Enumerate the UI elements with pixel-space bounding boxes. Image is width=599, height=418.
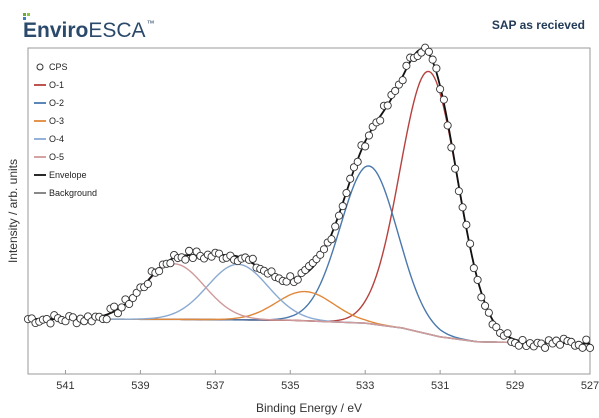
legend-label: O-5 <box>49 152 64 162</box>
cps-point <box>481 301 490 310</box>
cps-point <box>376 116 385 125</box>
cps-point <box>286 272 295 281</box>
legend-label: O-3 <box>49 116 64 126</box>
cps-point <box>518 335 527 345</box>
cps-point <box>293 275 302 284</box>
cps-point <box>432 64 441 73</box>
cps-point <box>391 86 400 95</box>
cps-point <box>46 319 55 328</box>
cps-point <box>113 309 122 318</box>
cps-point <box>248 254 257 263</box>
cps-point <box>578 343 587 352</box>
cps-point <box>364 131 374 140</box>
cps-point <box>68 313 78 322</box>
cps-point <box>428 55 437 64</box>
cps-point <box>342 188 351 198</box>
cps-point <box>447 143 456 152</box>
cps-point <box>492 323 501 332</box>
x-tick-label: 529 <box>506 380 524 392</box>
logo-brand-bold: Enviro <box>23 19 89 42</box>
cps-point <box>451 164 460 173</box>
cps-point <box>454 187 463 196</box>
envelope-line <box>28 48 591 345</box>
cps-point <box>503 329 512 338</box>
x-axis-ticks: 541 539 537 535 533 531 529 527 <box>56 370 599 392</box>
x-tick-label: 527 <box>581 380 599 392</box>
y-axis-label: Intensity / arb. units <box>6 159 20 263</box>
legend-label: Background <box>49 188 97 198</box>
x-tick-label: 535 <box>281 380 299 392</box>
enviroesca-logo: EnviroESCA™ <box>10 6 210 46</box>
x-axis-label: Binding Energy / eV <box>256 401 362 415</box>
cps-point <box>383 101 392 110</box>
cps-point <box>316 250 325 259</box>
cps-point <box>117 303 126 312</box>
plot-frame <box>27 47 591 375</box>
chart-title: SAP as recieved <box>491 18 585 32</box>
cps-point <box>353 157 362 166</box>
fit-curves <box>28 48 591 345</box>
cps-point <box>484 308 493 317</box>
cps-point <box>331 222 340 231</box>
cps-point <box>166 259 175 268</box>
cps-point <box>346 174 355 183</box>
logo-trademark: ™ <box>146 19 155 28</box>
legend-label: CPS <box>49 62 68 72</box>
legend-label: O-4 <box>49 134 64 144</box>
cps-point <box>338 202 347 211</box>
cps-point <box>477 293 486 302</box>
cps-point <box>110 302 119 311</box>
cps-point <box>185 246 194 255</box>
cps-point <box>458 203 467 212</box>
cps-point <box>585 343 595 352</box>
legend-label: O-2 <box>49 98 64 108</box>
cps-point <box>555 340 565 349</box>
x-tick-label: 531 <box>431 380 449 392</box>
legend-marker-cps <box>36 63 44 71</box>
cps-point <box>398 76 407 85</box>
cps-point <box>443 121 452 130</box>
legend-label: Envelope <box>49 170 87 180</box>
cps-point <box>439 95 448 104</box>
cps-point <box>188 253 197 263</box>
cps-point <box>361 142 370 151</box>
cps-point <box>334 211 344 220</box>
cps-point <box>469 264 478 273</box>
cps-point <box>155 267 164 276</box>
cps-point <box>267 267 276 276</box>
cps-point <box>462 220 471 229</box>
logo-dots-icon <box>23 13 30 20</box>
cps-point <box>181 255 190 264</box>
x-tick-label: 537 <box>206 380 224 392</box>
logo-brand-thin: ESCA <box>88 19 146 42</box>
x-tick-label: 539 <box>131 380 149 392</box>
x-tick-label: 541 <box>56 380 74 392</box>
legend-label: O-1 <box>49 80 64 90</box>
cps-point <box>540 343 550 352</box>
cps-point <box>466 239 475 248</box>
cps-points <box>23 43 595 352</box>
x-tick-label: 533 <box>356 380 374 392</box>
cps-point <box>327 235 336 244</box>
legend: CPS O-1 O-2 O-3 O-4 O-5 Envelope Background <box>34 62 97 198</box>
cps-point <box>125 299 134 309</box>
cps-point <box>349 163 359 172</box>
cps-point <box>143 279 152 288</box>
cps-point <box>582 335 591 344</box>
cps-point <box>424 47 433 56</box>
logo-wordmark: EnviroESCA™ <box>23 19 155 43</box>
cps-point <box>402 61 411 70</box>
cps-point <box>319 245 329 254</box>
cps-point <box>436 85 445 94</box>
cps-point <box>473 275 482 284</box>
cps-point <box>102 315 111 324</box>
cps-point <box>132 288 141 297</box>
